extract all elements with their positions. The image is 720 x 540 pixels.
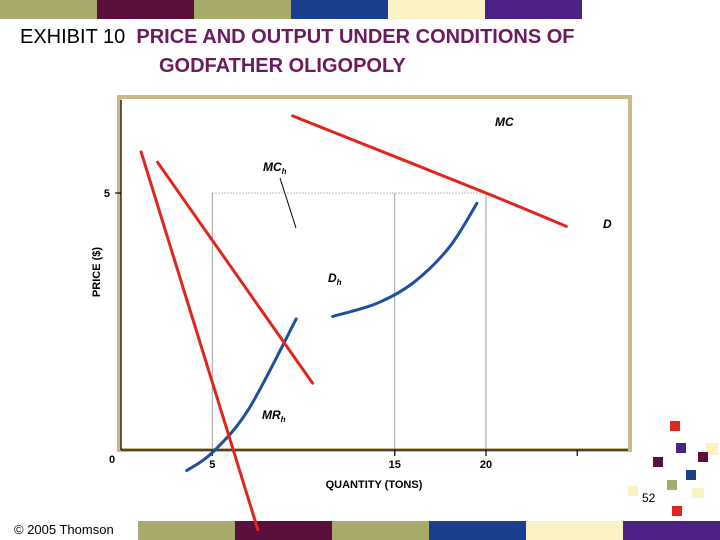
band-segment [485, 0, 582, 19]
decor-square [653, 457, 663, 467]
axes: 5 15 20 5 0 QUANTITY (TONS) PRICE ($) [91, 100, 628, 491]
exhibit-label: EXHIBIT 10 [20, 26, 126, 48]
page-number: 52 [642, 491, 656, 505]
x-tick-label: 15 [389, 459, 401, 471]
curve-mrh [139, 150, 260, 532]
decor-square [672, 506, 682, 516]
curve-dh [156, 160, 315, 385]
curve-d [291, 114, 568, 228]
decor-square [686, 470, 696, 480]
mch-leader-line [279, 177, 297, 229]
origin-label: 0 [109, 454, 115, 466]
curve-label-mch: MCh [263, 160, 287, 176]
curve-mch [185, 317, 298, 473]
slide-title-line1: PRICE AND OUTPUT UNDER CONDITIONS OF [136, 26, 575, 48]
band-segment [623, 521, 720, 540]
curve-label-mc: MC [495, 115, 514, 129]
slide-title-line2: GODFATHER OLIGOPOLY [159, 55, 406, 77]
curve-label-d: D [603, 217, 612, 231]
decor-square [692, 488, 704, 498]
band-segment [291, 0, 388, 19]
band-segment [0, 0, 97, 19]
guide-lines [211, 192, 487, 450]
curves [139, 114, 568, 532]
band-segment [332, 521, 429, 540]
decor-square [670, 421, 680, 431]
x-tick-label: 20 [480, 459, 492, 471]
band-segment [194, 0, 291, 19]
band-segment [526, 521, 623, 540]
band-segment [138, 521, 235, 540]
curve-label-mrh: MRh [262, 408, 286, 424]
decor-square [667, 480, 677, 490]
bottom-color-band [138, 521, 720, 540]
curve-mc [331, 201, 479, 318]
band-segment [235, 521, 332, 540]
decor-square [628, 486, 638, 496]
band-segment [97, 0, 194, 19]
y-axis-label: PRICE ($) [91, 247, 103, 297]
decor-square [706, 443, 718, 455]
band-segment [429, 521, 526, 540]
decor-square [676, 443, 686, 453]
top-color-band [0, 0, 720, 19]
x-axis-label: QUANTITY (TONS) [326, 479, 423, 491]
y-tick-label: 5 [104, 188, 110, 200]
curve-label-dh: Dh [328, 271, 342, 287]
curve-labels: MC D MCh Dh MRh [262, 115, 612, 424]
slide-title-row1: EXHIBIT 10 PRICE AND OUTPUT UNDER CONDIT… [20, 26, 575, 49]
band-segment [388, 0, 485, 19]
copyright-notice: © 2005 Thomson [14, 522, 114, 537]
x-tick-label: 5 [209, 459, 215, 471]
decor-square [698, 452, 708, 462]
